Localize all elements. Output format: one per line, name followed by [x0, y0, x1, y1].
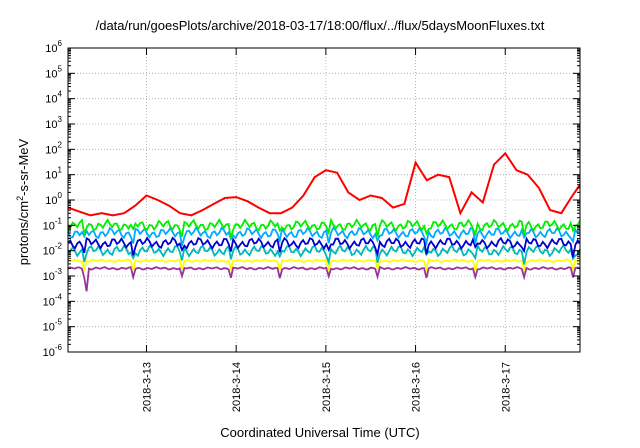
- y-tick-label: 103: [45, 115, 62, 131]
- flux-series-line: [67, 258, 581, 273]
- flux-series-line: [67, 217, 581, 239]
- x-tick-label: 2018-3-14: [231, 362, 243, 412]
- grid-lines: [68, 48, 580, 352]
- axis-ticks: 10-6 10-5 10-4 10-3 10-2 10-1 100 101 102 103 104 1…: [43, 39, 580, 412]
- y-tick-label: 105: [45, 64, 62, 80]
- x-tick-label: 2018-3-13: [141, 362, 153, 412]
- flux-series-line: [67, 265, 581, 292]
- y-tick-label: 10-2: [43, 242, 63, 258]
- y-tick-label: 106: [45, 39, 62, 55]
- x-axis-label: Coordinated Universal Time (UTC): [220, 425, 420, 440]
- flux-series-line: [67, 236, 581, 258]
- flux-series-line: [67, 243, 581, 266]
- chart-title: /data/run/goesPlots/archive/2018-03-17/1…: [95, 18, 545, 33]
- y-tick-label: 10-5: [43, 318, 63, 334]
- x-tick-label: 2018-3-17: [500, 362, 512, 412]
- x-tick-label: 2018-3-15: [321, 362, 333, 412]
- y-axis-label: protons/cm2-s-sr-MeV: [14, 138, 32, 266]
- flux-series-line: [67, 151, 581, 217]
- flux-series-line: [67, 225, 581, 247]
- y-tick-label: 10-3: [43, 267, 63, 283]
- y-tick-label: 101: [45, 166, 62, 182]
- y-tick-label: 102: [45, 140, 62, 156]
- x-tick-label: 2018-3-16: [411, 362, 423, 412]
- y-tick-label: 104: [45, 90, 62, 106]
- y-tick-label: 10-6: [43, 343, 63, 359]
- y-tick-label: 10-1: [43, 216, 63, 232]
- y-tick-label: 100: [45, 191, 62, 207]
- series-group: [67, 151, 581, 292]
- y-tick-label: 10-4: [43, 292, 63, 308]
